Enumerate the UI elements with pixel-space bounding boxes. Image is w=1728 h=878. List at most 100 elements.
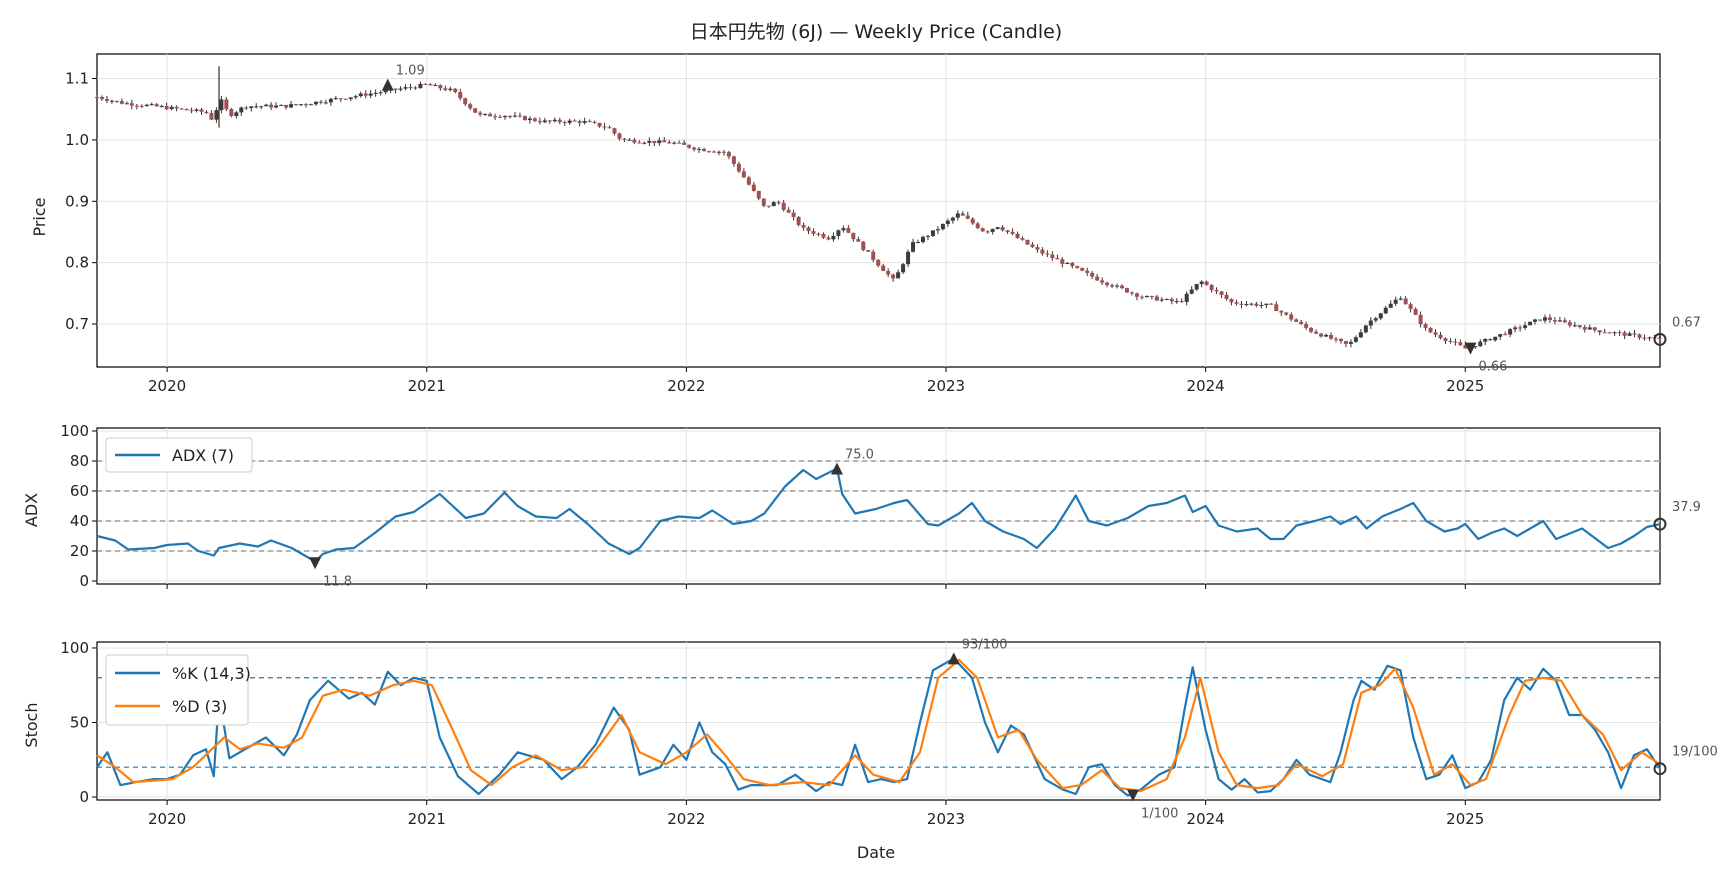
- candle-body: [901, 264, 906, 273]
- candle-body: [443, 88, 448, 91]
- y-tick-label: 100: [60, 639, 89, 657]
- candle-body: [617, 133, 622, 139]
- candle-body: [99, 96, 104, 100]
- candle-body: [264, 104, 269, 107]
- candle-body: [1587, 327, 1592, 330]
- candle-body: [244, 107, 249, 109]
- candle-body: [1304, 323, 1309, 328]
- candle-body: [229, 109, 234, 116]
- candle-body: [1110, 285, 1115, 287]
- candle-body: [254, 106, 259, 108]
- y-tick-label: 50: [70, 713, 89, 731]
- low-marker: [309, 557, 322, 570]
- candle-body: [1234, 302, 1239, 304]
- candle-body: [373, 92, 378, 94]
- candle-body: [458, 92, 463, 99]
- candle-body: [1194, 284, 1199, 290]
- candle-body: [1189, 289, 1194, 294]
- y-tick-label: 0: [79, 572, 89, 590]
- candle-body: [592, 121, 597, 123]
- candle-body: [826, 237, 831, 240]
- adx-panel-frame: [96, 427, 1661, 585]
- low-label: 1/100: [1141, 807, 1178, 822]
- candle-body: [139, 105, 144, 107]
- candle-body: [1040, 249, 1045, 254]
- candle-body: [662, 140, 667, 143]
- high-label: 1.09: [396, 64, 425, 79]
- candle-body: [995, 227, 1000, 229]
- candle-body: [896, 272, 901, 279]
- candle-body: [741, 171, 746, 178]
- candle-body: [940, 224, 945, 230]
- candle-body: [1463, 345, 1468, 349]
- candle-body: [975, 223, 980, 229]
- candle-body: [552, 119, 557, 122]
- candle-body: [164, 106, 169, 110]
- candle-body: [338, 98, 343, 100]
- candle-body: [1373, 318, 1378, 321]
- candle-body: [1324, 335, 1329, 337]
- x-tick-label: 2025: [1446, 810, 1484, 828]
- candle-body: [925, 235, 930, 237]
- low-marker: [1464, 342, 1477, 355]
- y-tick-label: 60: [70, 482, 89, 500]
- candle-body: [1015, 233, 1020, 239]
- candle-body: [189, 110, 194, 112]
- stoch-legend-k-label: %K (14,3): [172, 664, 251, 683]
- candle-body: [1338, 338, 1343, 342]
- candle-body: [582, 121, 587, 123]
- price-panel-frame: [96, 53, 1661, 368]
- candle-body: [318, 101, 323, 103]
- candle-body: [1602, 332, 1607, 334]
- candle-body: [950, 217, 955, 221]
- x-tick-label: 2023: [927, 810, 965, 828]
- candle-body: [423, 83, 428, 85]
- x-tick-label: 2022: [667, 377, 705, 395]
- candle-body: [965, 215, 970, 219]
- candle-body: [1343, 341, 1348, 344]
- candle-body: [1010, 231, 1015, 234]
- candle-body: [368, 93, 373, 96]
- candle-body: [1478, 341, 1483, 347]
- candle-body: [791, 212, 796, 218]
- candle-body: [1269, 303, 1274, 305]
- candle-body: [642, 142, 647, 144]
- candle-body: [1055, 258, 1060, 260]
- candle-body: [1647, 337, 1652, 339]
- price-panel: Price 2020 2021 2022 2023 2024 2025 0.7 0.8 0.9 1…: [30, 53, 1701, 395]
- candle-body: [687, 144, 692, 148]
- candle-body: [478, 112, 483, 115]
- candle-body: [1159, 299, 1164, 301]
- high-marker: [830, 462, 843, 475]
- candle-body: [786, 209, 791, 213]
- candle-body: [572, 120, 577, 122]
- x-tick-label: 2021: [408, 810, 446, 828]
- candle-body: [1199, 281, 1204, 285]
- candle-body: [856, 239, 861, 242]
- candle-body: [1642, 337, 1647, 339]
- candle-body: [378, 92, 383, 94]
- candle-body: [1597, 330, 1602, 333]
- candle-body: [408, 87, 413, 89]
- candle-body: [1284, 312, 1289, 315]
- candle-body: [1378, 313, 1383, 319]
- candle-body: [851, 232, 856, 240]
- adx-ylabel: ADX: [22, 493, 41, 527]
- candle-body: [916, 242, 921, 244]
- low-label: 11.8: [323, 574, 352, 589]
- candle-body: [801, 225, 806, 228]
- high-label: 75.0: [845, 448, 874, 463]
- x-tick-label: 2025: [1446, 377, 1484, 395]
- candle-body: [1423, 324, 1428, 328]
- candle-body: [294, 104, 299, 106]
- last-label: 0.67: [1672, 315, 1701, 330]
- candle-body: [154, 104, 159, 107]
- adx-legend: ADX (7): [105, 437, 253, 473]
- candle-body: [597, 122, 602, 127]
- candle-body: [682, 142, 687, 145]
- candle-body: [1498, 334, 1503, 337]
- candle-body: [1533, 319, 1538, 322]
- candle-body: [1453, 341, 1458, 343]
- candle-body: [149, 104, 154, 106]
- candle-body: [1045, 253, 1050, 255]
